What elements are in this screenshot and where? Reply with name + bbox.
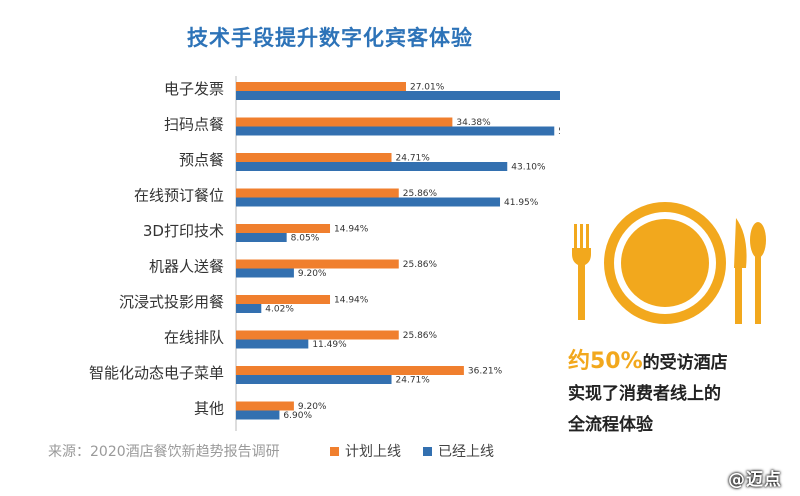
fork-icon (572, 224, 591, 320)
category-label: 3D打印技术 (143, 222, 224, 240)
callout-line-1-rest: 的受访酒店 (642, 353, 728, 373)
bar-launched (236, 339, 309, 349)
bar-chart: 电子发票27.01%61.49%扫码点餐34.38%50.57%预点餐24.71… (89, 76, 560, 431)
category-label: 电子发票 (164, 80, 224, 98)
value-label-planned: 27.01% (410, 83, 445, 93)
value-label-launched: 41.95% (504, 198, 539, 208)
legend-item-planned: 计划上线 (330, 441, 401, 461)
category-label: 扫码点餐 (164, 116, 224, 134)
source-note: 来源：2020酒店餐饮新趋势报告调研 (48, 444, 280, 460)
value-label-launched: 24.71% (396, 376, 431, 386)
category-label: 在线排队 (164, 329, 224, 347)
value-label-launched: 11.49% (312, 340, 347, 350)
value-label-planned: 14.94% (334, 225, 369, 235)
value-label-planned: 25.86% (403, 331, 438, 341)
bar-launched (236, 268, 294, 278)
value-label-planned: 24.71% (396, 154, 431, 164)
legend-swatch-planned (330, 446, 339, 456)
bar-launched (236, 126, 555, 136)
bar-planned (236, 117, 453, 127)
spoon-icon (750, 222, 766, 324)
value-label-launched: 8.05% (291, 234, 320, 244)
watermark: @迈点 (728, 470, 782, 490)
value-label-planned: 34.38% (456, 118, 491, 128)
value-label-launched: 9.20% (298, 269, 327, 279)
value-label-planned: 25.86% (403, 260, 438, 270)
bar-launched (236, 197, 501, 207)
bar-planned (236, 401, 294, 411)
legend-label-launched: 已经上线 (438, 444, 494, 460)
tableware-illustration (572, 202, 766, 324)
value-label-planned: 36.21% (468, 367, 503, 377)
bar-launched (236, 304, 262, 313)
value-label-planned: 25.86% (403, 189, 438, 199)
legend: 计划上线 已经上线 (330, 441, 494, 461)
bar-planned (236, 295, 331, 304)
callout-highlight: 约50% (568, 349, 643, 374)
value-label-planned: 14.94% (334, 296, 369, 306)
bar-planned (236, 224, 331, 233)
legend-swatch-launched (423, 446, 432, 456)
value-label-launched: 43.10% (511, 163, 546, 173)
callout-line-1: 约50%的受访酒店 (568, 346, 798, 379)
bar-launched (236, 162, 508, 171)
bar-planned (236, 330, 399, 340)
plate-icon (604, 202, 726, 324)
bar-launched (236, 410, 280, 420)
knife-icon (734, 218, 747, 324)
value-label-launched: 50.57% (558, 127, 560, 137)
value-label-launched: 6.90% (283, 411, 312, 421)
bar-launched (236, 233, 287, 242)
bar-planned (236, 153, 392, 162)
legend-label-planned: 计划上线 (345, 444, 401, 460)
chart-title: 技术手段提升数字化宾客体验 (187, 26, 473, 50)
callout-line-2: 实现了消费者线上的 (568, 384, 721, 404)
value-label-launched: 4.02% (265, 305, 294, 315)
callout-line-3: 全流程体验 (568, 415, 653, 435)
value-label-planned: 9.20% (298, 402, 327, 412)
bar-planned (236, 188, 399, 198)
bar-planned (236, 366, 464, 375)
bar-planned (236, 259, 399, 269)
bar-launched (236, 375, 392, 384)
category-label: 在线预订餐位 (134, 187, 224, 205)
legend-item-launched: 已经上线 (423, 441, 494, 461)
category-label: 沉浸式投影用餐 (119, 293, 224, 311)
bar-launched (236, 91, 560, 100)
category-label: 智能化动态电子菜单 (89, 364, 224, 382)
category-label: 预点餐 (179, 151, 224, 169)
category-label: 机器人送餐 (149, 258, 224, 276)
bar-planned (236, 82, 406, 91)
category-label: 其他 (194, 400, 224, 418)
callout: 约50%的受访酒店 实现了消费者线上的 全流程体验 (568, 346, 798, 441)
